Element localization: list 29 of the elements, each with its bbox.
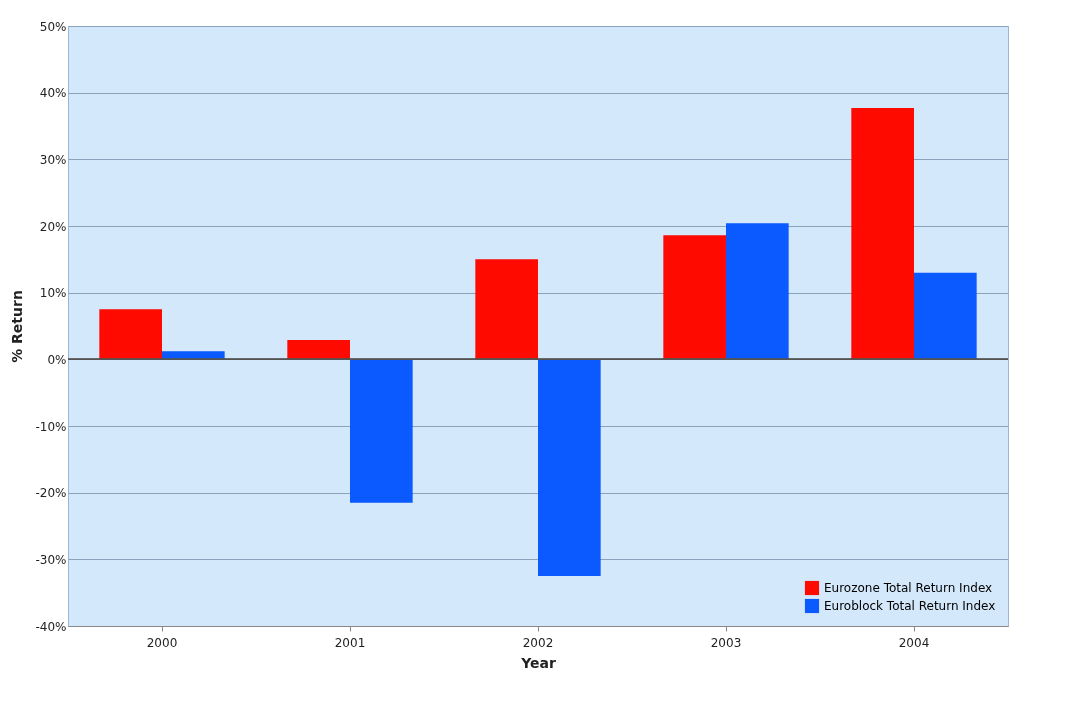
x-tick-label: 2004 xyxy=(898,635,930,650)
bar xyxy=(726,223,789,360)
bar xyxy=(914,272,977,360)
y-tick-label: 20% xyxy=(39,219,67,234)
bar xyxy=(350,359,413,503)
bar xyxy=(538,359,601,576)
bar xyxy=(663,235,726,360)
x-tick-label: 2000 xyxy=(146,635,178,650)
y-tick-label: 10% xyxy=(39,286,67,301)
bar xyxy=(99,309,162,360)
y-tick-label: 30% xyxy=(39,152,67,167)
bar xyxy=(162,351,225,360)
y-tick-label: 0% xyxy=(47,352,67,367)
y-tick-label: 40% xyxy=(39,86,67,101)
y-tick-label: 50% xyxy=(39,19,67,34)
y-tick-label: -30% xyxy=(35,552,67,567)
y-tick-label: -20% xyxy=(35,486,67,501)
x-axis-title: Year xyxy=(520,654,556,671)
x-tick-label: 2002 xyxy=(522,635,554,650)
x-tick-label: 2003 xyxy=(710,635,742,650)
y-tick-label: -40% xyxy=(35,619,67,634)
legend-label: Euroblock Total Return Index xyxy=(824,599,996,613)
y-tick-label: -10% xyxy=(35,419,67,434)
bar xyxy=(475,259,538,360)
bar xyxy=(851,108,914,360)
legend-label: Eurozone Total Return Index xyxy=(824,581,993,595)
bar xyxy=(287,340,350,360)
x-tick-label: 2001 xyxy=(334,635,366,650)
y-axis-title: % Return xyxy=(9,290,26,363)
